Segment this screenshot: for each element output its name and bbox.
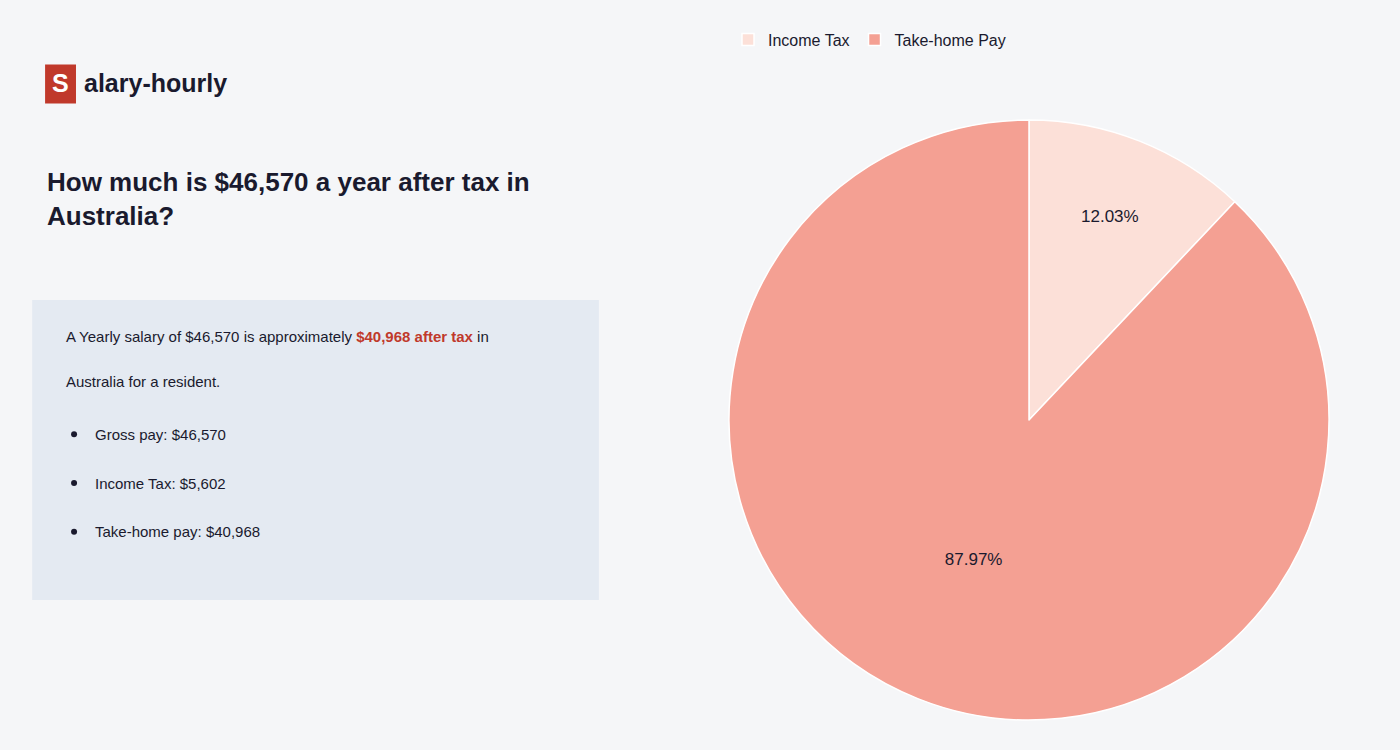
svg-text:A Yearly salary of $46,570 is: A Yearly salary of $46,570 is approximat…	[66, 328, 489, 345]
svg-text:Australia for a resident.: Australia for a resident.	[66, 373, 220, 390]
svg-text:Income Tax: $5,602: Income Tax: $5,602	[95, 475, 226, 492]
svg-text:S: S	[52, 69, 69, 97]
svg-text:alary-hourly: alary-hourly	[84, 69, 227, 97]
svg-text:How much is $46,570 a year aft: How much is $46,570 a year after tax inA…	[47, 167, 530, 231]
svg-text:Take-home Pay: Take-home Pay	[895, 32, 1006, 49]
svg-text:Gross pay: $46,570: Gross pay: $46,570	[95, 426, 226, 443]
svg-text:Income Tax: Income Tax	[768, 32, 850, 49]
svg-text:12.03%: 12.03%	[1081, 207, 1139, 226]
svg-text:87.97%: 87.97%	[945, 550, 1003, 569]
svg-text:Take-home pay: $40,968: Take-home pay: $40,968	[95, 523, 260, 540]
